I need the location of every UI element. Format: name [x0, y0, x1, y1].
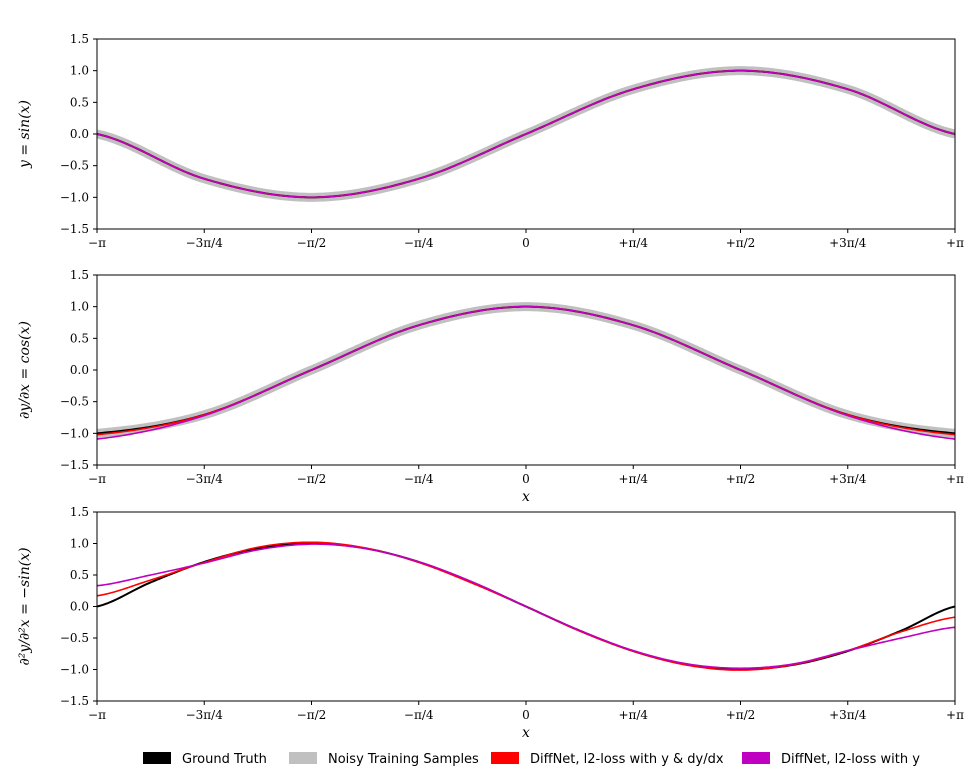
x-tick-label: +3π/4 — [829, 472, 867, 486]
y-tick-label: −1.5 — [60, 694, 89, 708]
x-tick-label: −π — [88, 472, 106, 486]
x-tick-label: +π/2 — [726, 472, 756, 486]
series-line-diffnet-l2-loss-with-y — [97, 69, 955, 199]
x-tick-label: −3π/4 — [186, 708, 224, 722]
plot-area — [97, 302, 955, 440]
legend-item: Ground Truth — [143, 752, 267, 767]
x-tick-label: +π/4 — [618, 472, 648, 486]
y-tick-label: −1.5 — [60, 222, 89, 236]
legend-swatch — [742, 752, 770, 764]
legend-item: DiffNet, l2-loss with y — [742, 752, 920, 767]
x-axis-label: x — [522, 725, 530, 741]
y-tick-label: 1.5 — [70, 505, 89, 519]
plot-area — [97, 66, 955, 202]
legend-label: Noisy Training Samples — [328, 752, 479, 767]
legend-item: DiffNet, l2-loss with y & dy/dx — [491, 752, 724, 767]
y-tick-label: 0.5 — [70, 331, 89, 345]
legend-swatch — [143, 752, 171, 764]
y-tick-label: −1.0 — [60, 663, 89, 677]
legend-swatch — [491, 752, 519, 764]
x-tick-label: −π/2 — [297, 708, 327, 722]
x-tick-label: −3π/4 — [186, 236, 224, 250]
x-axis-label: x — [522, 489, 530, 505]
x-tick-label: 0 — [522, 472, 530, 486]
x-tick-label: +π — [946, 236, 964, 250]
x-tick-label: −π/4 — [404, 708, 434, 722]
x-tick-label: 0 — [522, 708, 530, 722]
y-tick-label: −0.5 — [60, 631, 89, 645]
x-tick-label: +π/4 — [618, 236, 648, 250]
y-tick-label: −0.5 — [60, 395, 89, 409]
legend-label: DiffNet, l2-loss with y & dy/dx — [530, 752, 724, 767]
x-tick-label: 0 — [522, 236, 530, 250]
legend-label: Ground Truth — [182, 752, 267, 767]
legend-label: DiffNet, l2-loss with y — [781, 752, 920, 767]
x-tick-label: +π/2 — [726, 708, 756, 722]
x-tick-label: +π — [946, 472, 964, 486]
plot-area — [97, 541, 955, 671]
y-tick-label: −0.5 — [60, 159, 89, 173]
series-line-diffnet-l2-loss-with-y — [97, 305, 955, 440]
y-tick-label: 1.0 — [70, 64, 89, 78]
y-tick-label: 0.5 — [70, 568, 89, 582]
y-tick-label: 1.5 — [70, 268, 89, 282]
y-tick-label: 0.0 — [70, 127, 89, 141]
x-tick-label: −π — [88, 236, 106, 250]
x-tick-label: −π/2 — [297, 472, 327, 486]
y-tick-label: 1.0 — [70, 300, 89, 314]
x-tick-label: −π — [88, 708, 106, 722]
y-tick-label: −1.5 — [60, 458, 89, 472]
x-tick-label: +π — [946, 708, 964, 722]
y-tick-label: 0.0 — [70, 600, 89, 614]
subplot-1: −π −3π/4 −π/2 −π/4 0 +π/4 +π/2 +3π/4 +π −1.5 −1.0 −… — [17, 32, 964, 250]
legend: Ground Truth Noisy Training Samples DiffNe… — [143, 752, 920, 767]
legend-swatch — [289, 752, 317, 764]
y-axis-label: y = sin(x) — [17, 100, 33, 169]
y-tick-label: 0.0 — [70, 363, 89, 377]
series-line-diffnet-l2-loss-with-y-dy-dx — [97, 305, 955, 436]
x-tick-label: −π/4 — [404, 236, 434, 250]
y-tick-label: −1.0 — [60, 426, 89, 440]
x-tick-label: +π/4 — [618, 708, 648, 722]
subplot-3: −π −3π/4 −π/2 −π/4 0 +π/4 +π/2 +3π/4 +π −1.5 −1.0 −… — [17, 505, 964, 741]
x-tick-label: −π/4 — [404, 472, 434, 486]
subplot-2: −π −3π/4 −π/2 −π/4 0 +π/4 +π/2 +3π/4 +π −1.5 −1.0 −… — [17, 268, 964, 505]
x-tick-label: +3π/4 — [829, 708, 867, 722]
x-tick-label: +π/2 — [726, 236, 756, 250]
series-line-ground-truth — [97, 305, 955, 435]
series-line-noisy-training-samples — [97, 302, 955, 438]
x-tick-label: −3π/4 — [186, 472, 224, 486]
y-tick-label: 1.5 — [70, 32, 89, 46]
y-axis-label: ∂y/∂x = cos(x) — [17, 321, 33, 419]
y-tick-label: 1.0 — [70, 537, 89, 551]
legend-item: Noisy Training Samples — [289, 752, 479, 767]
y-tick-label: 0.5 — [70, 95, 89, 109]
y-tick-label: −1.0 — [60, 190, 89, 204]
x-tick-label: −π/2 — [297, 236, 327, 250]
series-line-diffnet-l2-loss-with-y — [97, 543, 955, 670]
y-axis-label: ∂²y/∂²x = −sin(x) — [17, 547, 33, 665]
x-tick-label: +3π/4 — [829, 236, 867, 250]
